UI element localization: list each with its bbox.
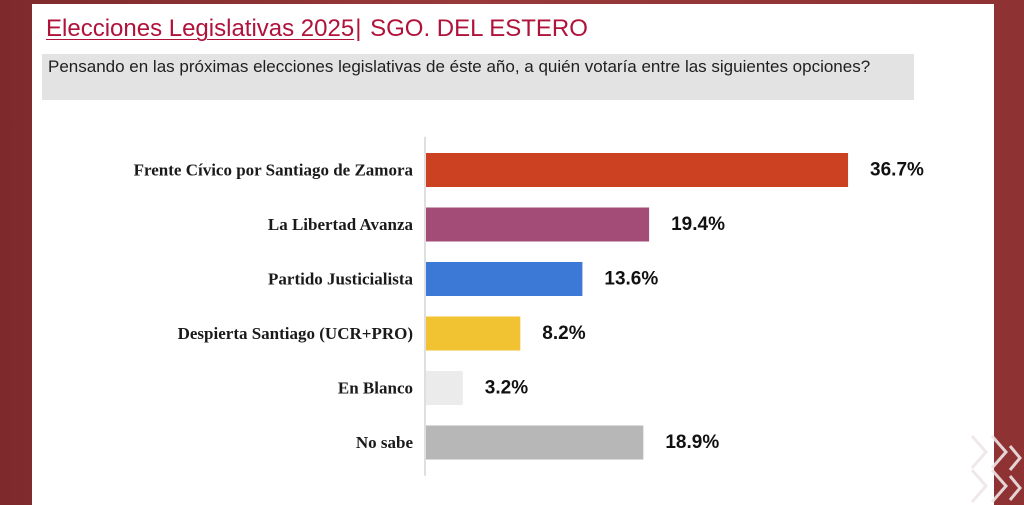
value-label: 3.2% <box>485 378 528 399</box>
bar <box>426 262 583 296</box>
value-label: 8.2% <box>542 323 585 344</box>
category-label: Frente Cívico por Santiago de Zamora <box>134 161 414 180</box>
category-label: En Blanco <box>338 379 413 398</box>
value-label: 18.9% <box>665 432 719 453</box>
category-label: Despierta Santiago (UCR+PRO) <box>178 324 413 343</box>
category-label: No sabe <box>356 433 414 452</box>
slide-panel: Elecciones Legislativas 2025| SGO. DEL E… <box>32 4 994 505</box>
value-label: 19.4% <box>671 214 725 235</box>
category-label: La Libertad Avanza <box>268 215 414 234</box>
bar <box>426 425 644 460</box>
bar <box>426 153 849 187</box>
title-main: Elecciones Legislativas 2025 <box>46 15 355 42</box>
category-label: Partido Justicialista <box>268 270 413 289</box>
survey-question: Pensando en las próximas elecciones legi… <box>42 54 914 100</box>
value-label: 36.7% <box>870 160 924 181</box>
bar <box>426 316 521 351</box>
bar <box>426 371 463 405</box>
page-title: Elecciones Legislativas 2025| SGO. DEL E… <box>46 14 588 44</box>
title-separator: | <box>355 15 362 42</box>
title-region: SGO. DEL ESTERO <box>363 15 588 42</box>
value-label: 13.6% <box>604 269 658 290</box>
chevron-decoration-icon <box>970 435 1022 503</box>
bar <box>426 207 650 242</box>
